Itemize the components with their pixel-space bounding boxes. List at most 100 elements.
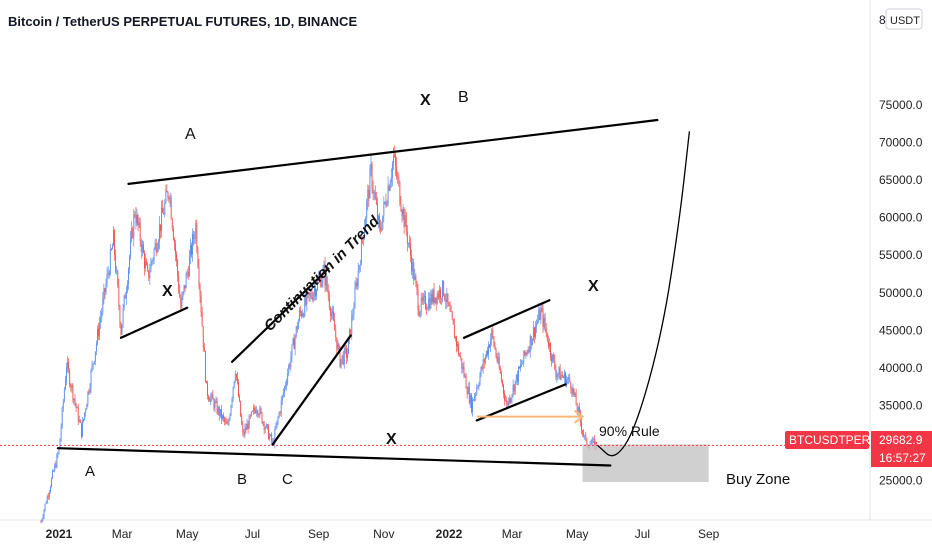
candle-body	[211, 393, 213, 398]
candle-body	[576, 405, 578, 412]
candle-body	[476, 387, 478, 394]
candle-body	[415, 276, 417, 283]
candle-body	[519, 366, 520, 369]
candle-body	[460, 356, 462, 359]
candle-body	[139, 222, 141, 242]
candle-body	[417, 290, 419, 311]
candle-body	[335, 330, 337, 338]
candle-body	[293, 338, 295, 350]
candle-body	[414, 276, 416, 280]
candle-body	[553, 354, 555, 360]
candle-body	[437, 293, 439, 298]
candle-body	[345, 348, 347, 358]
candle-body	[371, 163, 373, 189]
candle-body	[99, 322, 101, 336]
candle-body	[328, 296, 330, 308]
candle-body	[400, 204, 402, 211]
trendline[interactable]	[271, 334, 352, 446]
candle-body	[258, 414, 260, 416]
candle-body	[129, 256, 130, 269]
candle-body	[256, 410, 258, 413]
candle-body	[103, 288, 105, 299]
candle-body	[570, 382, 572, 389]
candle-body	[302, 313, 304, 317]
candle-body	[46, 496, 48, 504]
candle-body	[558, 367, 560, 374]
candle-body	[509, 398, 511, 403]
candle-body	[448, 303, 450, 306]
candle-body	[574, 393, 576, 395]
x-tick-label: 2022	[436, 527, 463, 541]
candle-body	[242, 424, 244, 433]
candle-body	[447, 293, 449, 304]
candle-body	[591, 439, 593, 444]
candle-body	[42, 516, 44, 520]
candle-body	[80, 422, 82, 437]
candle-body	[336, 337, 338, 350]
candle-body	[171, 218, 173, 229]
candle-body	[473, 399, 475, 401]
candle-body	[575, 393, 577, 406]
trendline[interactable]	[230, 267, 330, 363]
candle-body	[202, 326, 204, 347]
candle-body	[555, 368, 557, 378]
candle-body	[463, 366, 465, 377]
candle-body	[244, 427, 246, 435]
candle-body	[262, 422, 264, 424]
candle-body	[169, 197, 171, 199]
candle-body	[465, 375, 467, 389]
candle-body	[343, 348, 345, 365]
currency-button-label[interactable]: USDT	[890, 15, 920, 27]
candle-body	[109, 249, 111, 275]
candle-body	[154, 242, 156, 250]
trendline[interactable]	[127, 118, 659, 185]
candle-body	[115, 255, 117, 272]
trendline[interactable]	[462, 299, 551, 339]
currency-button[interactable]	[885, 8, 923, 30]
candle-body	[270, 434, 272, 436]
candle-body	[177, 260, 179, 276]
candle-body	[240, 401, 242, 417]
label-left-x: X	[162, 283, 173, 300]
candle-body	[147, 264, 149, 271]
candle-body	[101, 311, 103, 318]
candle-body	[363, 238, 364, 240]
candle-body	[491, 329, 493, 340]
candle-body	[141, 244, 143, 252]
candle-body	[157, 241, 159, 248]
candle-body	[95, 342, 97, 352]
candle-body	[119, 306, 121, 325]
candle-body	[341, 355, 343, 360]
trendline[interactable]	[475, 383, 567, 422]
candle-body	[410, 243, 411, 256]
candle-body	[275, 426, 277, 430]
candle-body	[75, 403, 77, 408]
candle-body	[376, 203, 378, 221]
candle-body	[160, 224, 161, 232]
candle-body	[545, 328, 547, 333]
x-tick-label: Sep	[308, 527, 330, 541]
candle-body	[166, 190, 168, 193]
x-tick-label: Sep	[698, 527, 720, 541]
candle-body	[446, 293, 448, 303]
candle-body	[66, 367, 67, 381]
plot-area[interactable]	[0, 0, 870, 520]
candle-body	[77, 407, 79, 422]
candle-body	[539, 309, 541, 320]
trendline[interactable]	[56, 447, 612, 467]
candle-body	[542, 309, 544, 327]
candle-body	[406, 231, 408, 244]
candle-body	[40, 521, 42, 523]
candle-body	[423, 295, 425, 297]
candle-body	[402, 208, 404, 216]
candle-body	[559, 367, 561, 380]
candle-body	[404, 215, 406, 227]
trendline[interactable]	[119, 306, 189, 339]
candle-body	[310, 292, 312, 298]
candle-body	[146, 261, 148, 265]
candle-body	[407, 243, 409, 245]
candle-body	[387, 185, 389, 204]
candle-body	[520, 364, 522, 369]
candle-body	[176, 253, 177, 261]
candle-body	[392, 155, 394, 163]
